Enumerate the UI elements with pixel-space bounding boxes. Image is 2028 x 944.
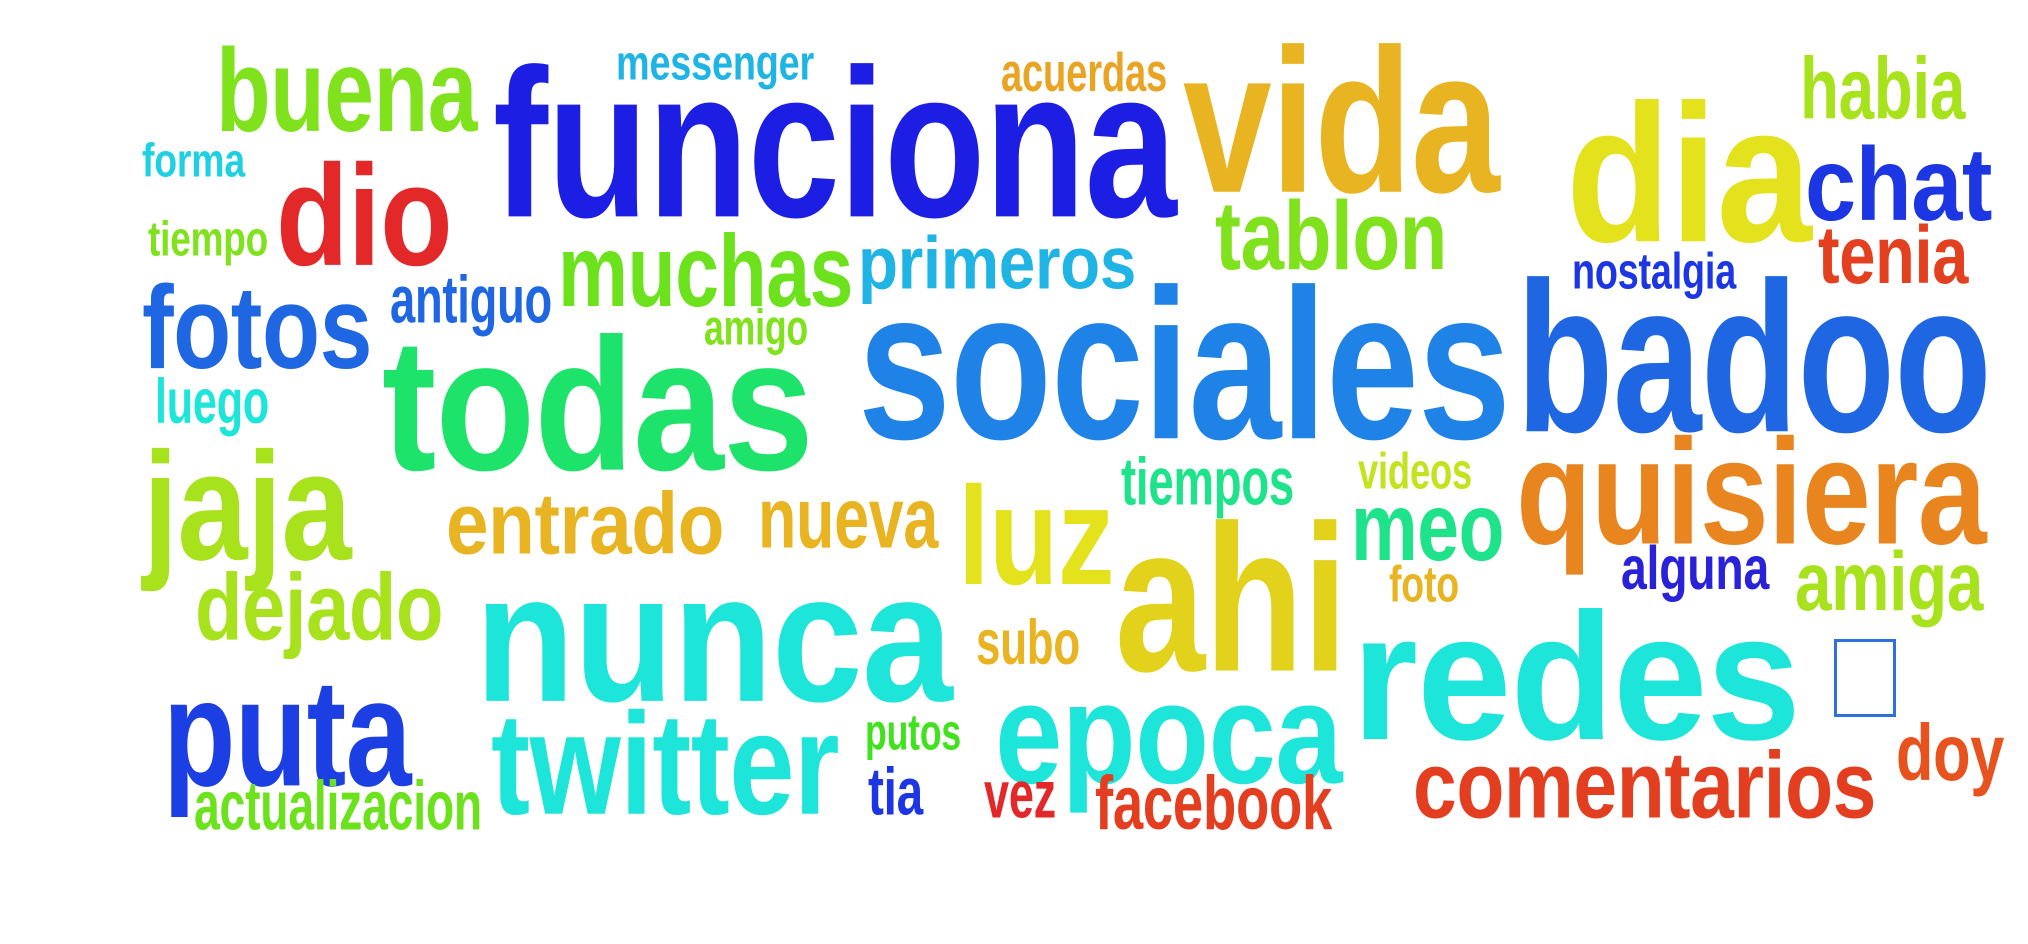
word-badoo: badoo xyxy=(1516,238,1992,479)
word-epoca: epoca xyxy=(995,653,1343,815)
word-funciona: funciona xyxy=(493,26,1177,263)
word-todas: todas xyxy=(382,299,814,512)
word-facebook: facebook xyxy=(1095,761,1332,846)
word-sociales: sociales xyxy=(858,245,1511,486)
word-tiempo: tiempo xyxy=(148,211,269,267)
word-nunca: nunca xyxy=(475,535,953,742)
word-vez: vez xyxy=(984,757,1056,833)
word-dejado: dejado xyxy=(195,553,444,661)
word-meo: meo xyxy=(1351,473,1504,582)
word-nueva: nueva xyxy=(758,470,938,567)
word-comentarios: comentarios xyxy=(1413,731,1877,839)
word-habia: habia xyxy=(1800,40,1965,138)
word-luego: luego xyxy=(155,366,270,437)
word-messenger: messenger xyxy=(616,35,815,91)
word-quisiera: quisiera xyxy=(1516,408,1987,577)
word-redes: redes xyxy=(1352,576,1801,779)
word-actualizacion: actualizacion xyxy=(194,767,482,845)
word-entrado: entrado xyxy=(446,475,724,573)
word-ahi: ahi xyxy=(1115,482,1348,717)
word-antiguo: antiguo xyxy=(390,262,553,338)
word-amiga: amiga xyxy=(1795,534,1984,629)
word-videos: videos xyxy=(1358,442,1473,500)
word-buena: buena xyxy=(216,24,478,158)
word-nostalgia: nostalgia xyxy=(1572,242,1737,300)
word-puta: puta xyxy=(163,648,412,819)
word-doy: doy xyxy=(1896,708,2004,798)
word-tenia: tenia xyxy=(1818,209,1968,301)
word-forma: forma xyxy=(142,133,246,188)
word-putos: putos xyxy=(865,703,962,761)
word-chat: chat xyxy=(1805,126,1993,243)
word-alguna: alguna xyxy=(1621,533,1770,603)
word-twitter: twitter xyxy=(491,683,840,846)
word-subo: subo xyxy=(976,607,1081,678)
word-tablon: tablon xyxy=(1215,181,1448,291)
word-dio: dio xyxy=(276,135,453,297)
missing-glyph-box xyxy=(1834,639,1896,717)
word-vida: vida xyxy=(1183,7,1500,237)
word-primeros: primeros xyxy=(858,221,1137,305)
word-luz: luz xyxy=(958,458,1115,615)
word-acuerdas: acuerdas xyxy=(1001,41,1168,104)
word-tia: tia xyxy=(868,754,923,830)
word-dia: dia xyxy=(1566,64,1812,285)
word-jaja: jaja xyxy=(143,420,352,594)
word-tiempos: tiempos xyxy=(1121,444,1295,520)
word-fotos: fotos xyxy=(142,261,372,395)
word-amigo: amigo xyxy=(704,299,809,356)
word-muchas: muchas xyxy=(558,213,854,329)
word-foto: foto xyxy=(1389,555,1460,613)
